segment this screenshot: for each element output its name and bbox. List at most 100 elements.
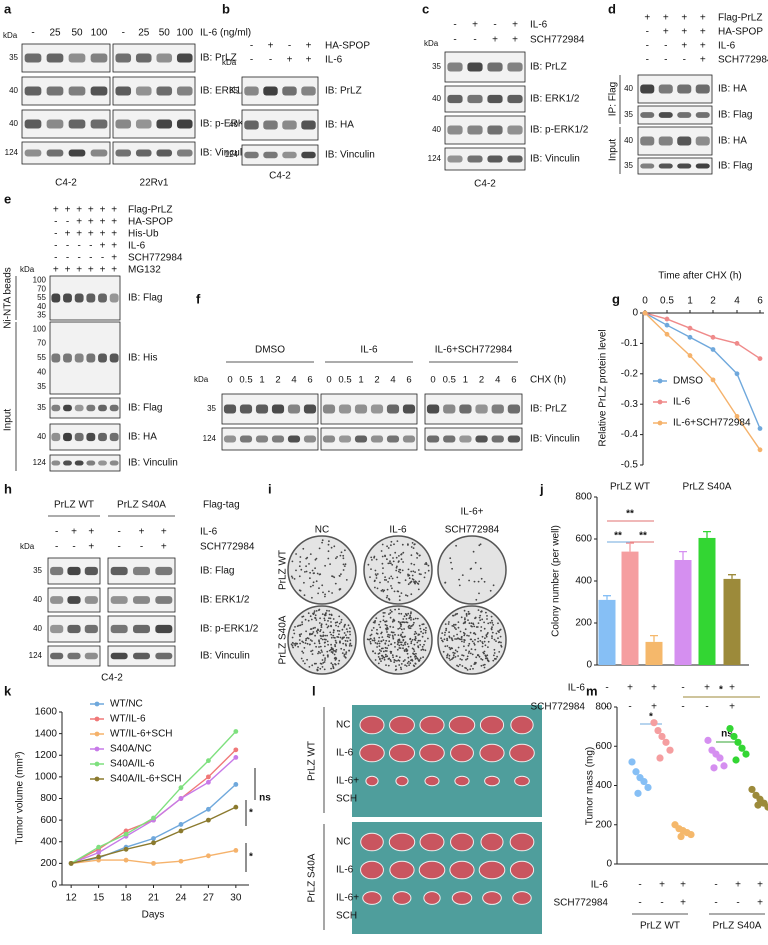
blot-band: [63, 353, 72, 363]
colony: [483, 621, 485, 624]
plate: [363, 535, 433, 605]
colony: [339, 641, 341, 644]
colony: [386, 635, 389, 638]
tumor: [418, 860, 446, 880]
legend-marker: [657, 399, 663, 405]
colony: [339, 636, 342, 639]
colony: [414, 637, 417, 640]
colony: [413, 633, 416, 636]
blot-band: [677, 84, 692, 94]
condition-sign: +: [111, 217, 117, 228]
dose: 50: [71, 28, 83, 39]
colony: [444, 581, 446, 584]
kda-marker: 40: [432, 125, 441, 134]
colony: [392, 560, 395, 563]
colony: [322, 661, 325, 664]
blot-band: [68, 86, 86, 96]
legend-marker: [94, 716, 100, 722]
colony: [382, 612, 385, 614]
colony: [407, 568, 410, 571]
condition-sign: +: [111, 205, 117, 216]
colony: [405, 594, 407, 597]
colony: [400, 625, 402, 628]
colony: [497, 637, 499, 640]
colony: [330, 625, 332, 628]
tumor: [448, 715, 476, 735]
data-point: [206, 817, 211, 823]
colony: [398, 647, 401, 649]
blot-band: [24, 53, 42, 63]
colony: [303, 647, 306, 649]
condition-sign: +: [680, 898, 686, 909]
colony: [330, 633, 333, 636]
colony: [349, 627, 351, 629]
data-point: [742, 750, 750, 758]
colony: [304, 618, 307, 621]
colony: [395, 569, 398, 572]
plate: [287, 535, 357, 605]
colony: [483, 666, 486, 669]
colony: [328, 540, 330, 543]
blot-band: [695, 136, 710, 146]
colony: [329, 563, 331, 565]
data-point: [687, 830, 695, 839]
group-name: PrLZ S40A: [117, 500, 166, 511]
blot-band: [282, 120, 297, 130]
condition-sign: -: [72, 542, 75, 553]
colony: [330, 646, 333, 649]
colony: [376, 646, 378, 648]
y-tick-label: 200: [575, 618, 592, 629]
colony: [467, 619, 469, 621]
group-label: PrLZ S40A: [713, 921, 762, 932]
colony: [412, 547, 415, 549]
kda-marker: 40: [624, 136, 633, 145]
blot: [49, 275, 121, 321]
colony: [402, 561, 404, 563]
colony: [483, 580, 486, 583]
colony: [418, 624, 421, 627]
colony: [405, 665, 408, 667]
colony: [292, 629, 295, 631]
data-point: [710, 334, 716, 340]
colony: [377, 656, 380, 658]
colony: [491, 619, 493, 622]
colony: [319, 652, 321, 654]
data-point: [206, 806, 211, 812]
condition-sign: -: [250, 41, 253, 52]
blot-band: [63, 404, 72, 412]
data-point: [687, 353, 693, 358]
colony: [492, 624, 495, 626]
blot-band: [110, 566, 128, 576]
error-bar: [626, 542, 634, 552]
dose: 50: [159, 28, 171, 39]
blot-band: [156, 149, 173, 157]
colony: [491, 626, 493, 629]
colony: [490, 627, 493, 630]
colony: [343, 636, 345, 639]
colony: [385, 579, 388, 581]
significance: *: [249, 852, 253, 863]
blot-band: [135, 149, 152, 157]
legend-marker: [94, 701, 100, 707]
data-point: [764, 803, 768, 811]
tumor: [360, 860, 384, 880]
colony: [468, 650, 471, 653]
colony: [400, 663, 403, 665]
colony: [387, 562, 390, 565]
blot-label: IB: PrLZ: [530, 404, 567, 415]
colony: [388, 640, 391, 643]
colony: [371, 559, 373, 561]
blot-band: [50, 652, 64, 660]
colony: [330, 662, 333, 665]
colony: [380, 660, 382, 662]
colony: [324, 634, 327, 637]
colony: [309, 571, 311, 574]
colony: [381, 589, 384, 591]
blot-label: IB: PrLZ: [200, 53, 237, 64]
condition-sign: -: [473, 35, 476, 46]
colony: [427, 564, 430, 567]
colony: [496, 655, 498, 658]
colony: [295, 569, 297, 572]
colony: [470, 622, 473, 625]
x-tick-label: 15: [93, 893, 105, 904]
